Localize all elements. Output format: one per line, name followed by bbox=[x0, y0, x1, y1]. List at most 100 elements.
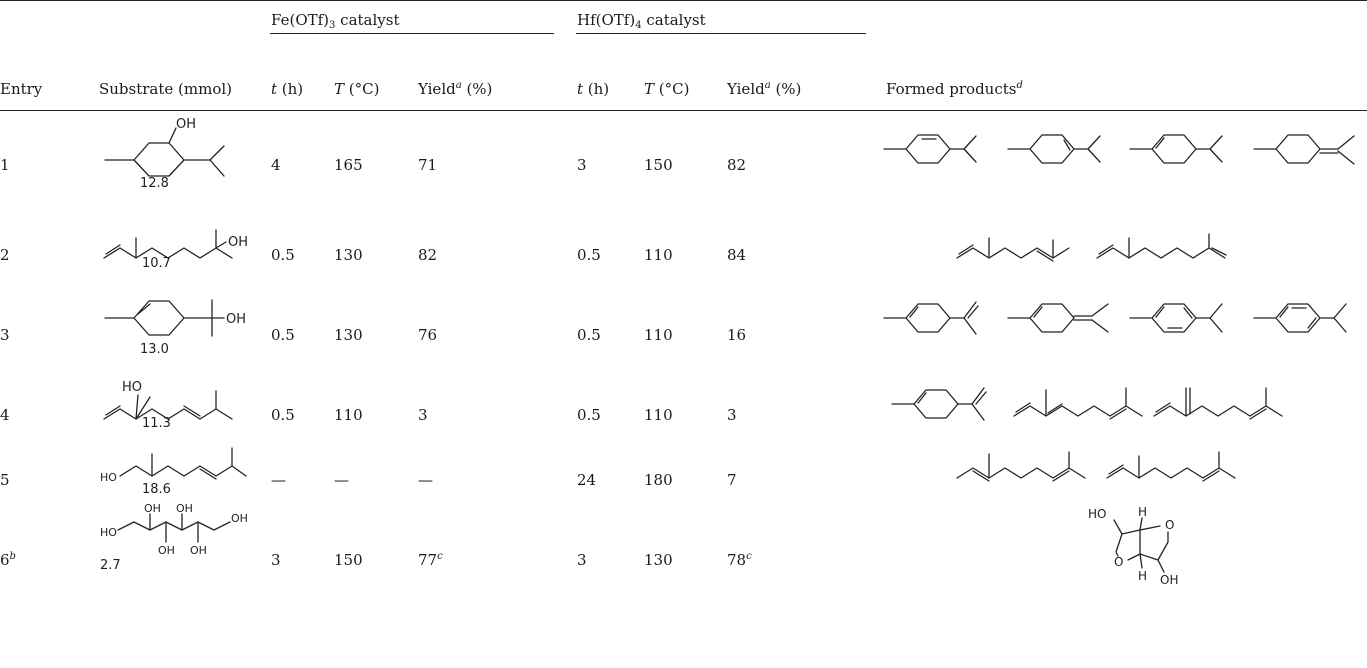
row-5-fe-time: — bbox=[271, 471, 286, 489]
row-3-fe-temp: 130 bbox=[334, 326, 363, 344]
row-1-hf-temp: 150 bbox=[644, 156, 673, 174]
row-6-fe-yield: 77c bbox=[418, 551, 443, 569]
svg-text:OH: OH bbox=[231, 512, 248, 525]
oh-label: OH bbox=[176, 117, 196, 132]
row-2-fe-time: 0.5 bbox=[271, 246, 295, 264]
row-4-fe-time: 0.5 bbox=[271, 406, 295, 424]
row-5-entry: 5 bbox=[0, 471, 10, 489]
substrate-3-mmol: 13.0 bbox=[140, 342, 169, 357]
product-4b bbox=[1013, 387, 1143, 420]
substrate-2-mmol: 10.7 bbox=[142, 256, 171, 271]
header-rule bbox=[0, 110, 1367, 111]
row-2-hf-temp: 110 bbox=[644, 246, 673, 264]
product-4a bbox=[891, 387, 987, 421]
row-5-hf-temp: 180 bbox=[644, 471, 673, 489]
product-1c bbox=[1129, 134, 1223, 164]
col-fe-yield: Yielda (%) bbox=[418, 80, 493, 98]
row-6-fe-time: 3 bbox=[271, 551, 281, 569]
col-fe-time: t (h) bbox=[271, 80, 304, 98]
row-6-entry: 6b bbox=[0, 551, 16, 569]
row-3-fe-yield: 76 bbox=[418, 326, 438, 344]
product-2b bbox=[1096, 233, 1227, 259]
ho-label: HO bbox=[122, 380, 142, 395]
col-entry: Entry bbox=[0, 80, 43, 98]
row-3-hf-yield: 16 bbox=[727, 326, 747, 344]
substrate-1-structure: OH bbox=[104, 117, 225, 177]
row-5-hf-time: 24 bbox=[577, 471, 597, 489]
products-3-structures bbox=[883, 301, 1347, 335]
col-hf-yield: Yielda (%) bbox=[727, 80, 802, 98]
svg-text:OH: OH bbox=[144, 502, 161, 515]
products-2-structures bbox=[956, 233, 1227, 262]
row-5-fe-yield: — bbox=[418, 471, 433, 489]
ho-label: HO bbox=[100, 526, 117, 539]
row-1-hf-time: 3 bbox=[577, 156, 587, 174]
svg-text:OH: OH bbox=[1160, 573, 1178, 587]
substrate-3-structure: OH bbox=[104, 299, 246, 337]
row-2-hf-yield: 84 bbox=[727, 246, 747, 264]
oh-label: OH bbox=[226, 312, 246, 327]
svg-text:OH: OH bbox=[158, 544, 175, 557]
row-1-entry: 1 bbox=[0, 156, 10, 174]
product-4c bbox=[1153, 387, 1283, 420]
col-hf-time: t (h) bbox=[577, 80, 610, 98]
products-4-structures bbox=[891, 387, 1283, 421]
substrate-5-structure: HO bbox=[100, 447, 247, 484]
row-1-fe-time: 4 bbox=[271, 156, 281, 174]
product-3c bbox=[1129, 303, 1223, 333]
substrate-4-mmol: 11.3 bbox=[142, 416, 171, 431]
row-1-fe-yield: 71 bbox=[418, 156, 438, 174]
col-fe-temp: T (°C) bbox=[334, 80, 380, 98]
row-6-hf-temp: 130 bbox=[644, 551, 673, 569]
product-3a bbox=[883, 301, 979, 335]
row-3-hf-time: 0.5 bbox=[577, 326, 601, 344]
svg-text:HO: HO bbox=[1088, 507, 1106, 521]
oh-label: OH bbox=[228, 235, 248, 250]
row-1-hf-yield: 82 bbox=[727, 156, 747, 174]
svg-text:H: H bbox=[1138, 505, 1147, 519]
row-6-fe-temp: 150 bbox=[334, 551, 363, 569]
row-6-hf-yield: 78c bbox=[727, 551, 752, 569]
ho-label: HO bbox=[100, 471, 117, 484]
row-6-hf-time: 3 bbox=[577, 551, 587, 569]
col-hf-temp: T (°C) bbox=[644, 80, 690, 98]
col-substrate: Substrate (mmol) bbox=[99, 80, 233, 98]
products-1-structures bbox=[883, 134, 1355, 165]
row-2-hf-time: 0.5 bbox=[577, 246, 601, 264]
row-3-hf-temp: 110 bbox=[644, 326, 673, 344]
row-5-hf-yield: 7 bbox=[727, 471, 737, 489]
substrate-4-structure: HO bbox=[103, 380, 233, 420]
product-2a bbox=[956, 237, 1070, 262]
product-3d bbox=[1253, 303, 1347, 333]
product-5a bbox=[956, 451, 1086, 482]
svg-text:OH: OH bbox=[190, 544, 207, 557]
substrate-6-mmol: 2.7 bbox=[100, 558, 121, 573]
svg-text:OH: OH bbox=[176, 502, 193, 515]
products-5-structures bbox=[956, 451, 1236, 482]
row-2-entry: 2 bbox=[0, 246, 10, 264]
product-1a bbox=[883, 134, 977, 164]
hf-catalyst-header: Hf(OTf)4 catalyst bbox=[577, 11, 706, 31]
row-4-fe-yield: 3 bbox=[418, 406, 428, 424]
row-5-fe-temp: — bbox=[334, 471, 349, 489]
product-3b bbox=[1007, 303, 1109, 333]
substrate-5-mmol: 18.6 bbox=[142, 482, 171, 497]
col-products: Formed productsd bbox=[886, 80, 1023, 98]
svg-text:O: O bbox=[1114, 555, 1123, 569]
product-1d bbox=[1253, 134, 1355, 165]
row-3-fe-time: 0.5 bbox=[271, 326, 295, 344]
row-4-fe-temp: 110 bbox=[334, 406, 363, 424]
row-3-entry: 3 bbox=[0, 326, 10, 344]
svg-text:O: O bbox=[1165, 518, 1174, 532]
top-rule bbox=[0, 0, 1367, 1]
row-2-fe-yield: 82 bbox=[418, 246, 438, 264]
row-1-fe-temp: 165 bbox=[334, 156, 363, 174]
hf-group-underline bbox=[576, 33, 866, 34]
row-4-hf-temp: 110 bbox=[644, 406, 673, 424]
products-6-structure: HO H O O H OH bbox=[1088, 505, 1178, 587]
row-4-hf-time: 0.5 bbox=[577, 406, 601, 424]
substrate-6-structure: HO OH OH OH OH OH bbox=[100, 502, 248, 557]
row-4-hf-yield: 3 bbox=[727, 406, 737, 424]
svg-text:H: H bbox=[1138, 569, 1147, 583]
row-4-entry: 4 bbox=[0, 406, 10, 424]
